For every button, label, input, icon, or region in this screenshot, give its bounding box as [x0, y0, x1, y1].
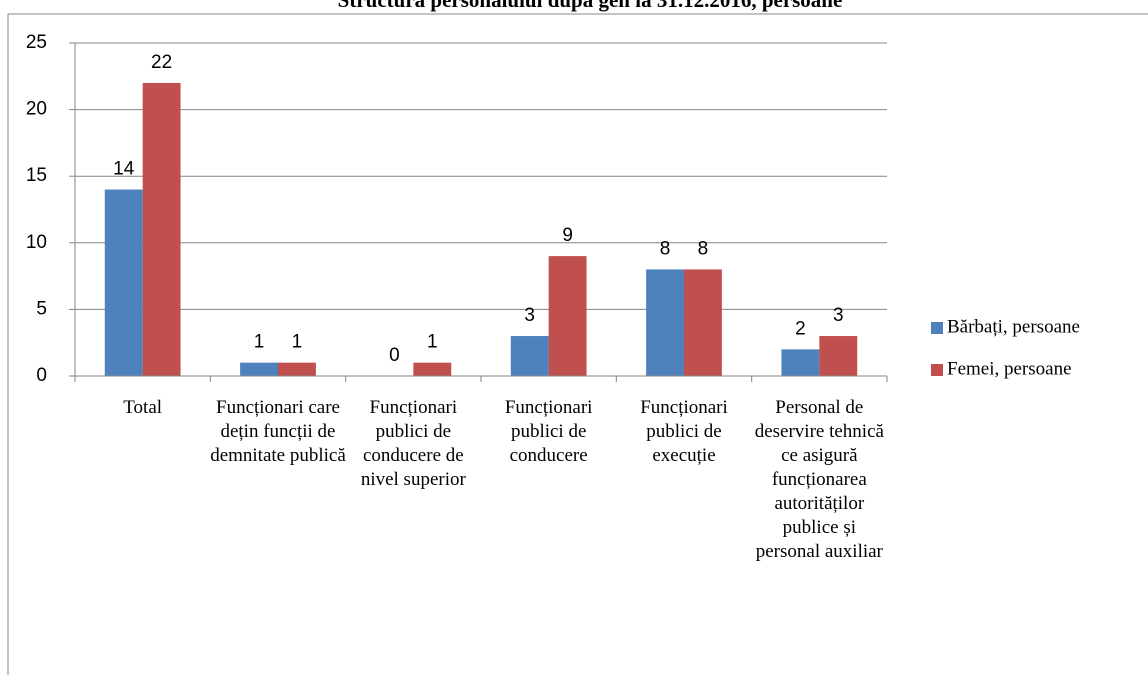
y-tick-label: 15	[26, 165, 47, 186]
x-tick-label: Funcționari care dețin funcții de demnit…	[210, 397, 346, 466]
bar	[240, 362, 278, 376]
bar	[104, 189, 143, 376]
x-tick-label: Funcționari publici de conducere	[504, 397, 593, 466]
bar	[413, 362, 452, 376]
bar	[819, 336, 858, 376]
legend-swatch	[931, 364, 943, 376]
data-label: 3	[833, 305, 844, 326]
bar	[646, 269, 684, 376]
data-label: 2	[795, 318, 806, 339]
y-tick-label: 0	[36, 365, 47, 386]
data-label: 8	[660, 238, 671, 259]
x-tick-label: Funcționari publici de execuție	[640, 397, 728, 466]
legend-label: Bărbați, persoane	[947, 316, 1080, 337]
bar	[684, 269, 722, 376]
bar	[548, 256, 587, 376]
y-tick-label: 10	[26, 232, 47, 253]
x-tick-label: Personal de deservire tehnică ce asigură…	[754, 397, 884, 562]
bar	[142, 82, 181, 377]
y-tick-label: 20	[26, 99, 47, 120]
bar	[510, 336, 549, 376]
data-label: 1	[292, 332, 303, 353]
data-label: 0	[389, 345, 400, 366]
chart-title: Structura personalului după gen la 31.12…	[338, 0, 843, 12]
data-label: 1	[427, 332, 438, 353]
legend-label: Femei, persoane	[947, 358, 1072, 379]
data-label: 22	[151, 52, 172, 73]
bar	[781, 349, 820, 376]
data-label: 14	[113, 159, 135, 180]
bar	[278, 362, 316, 376]
x-tick-label: Funcționari publici de conducere de nive…	[360, 397, 466, 490]
data-label: 8	[698, 238, 709, 259]
legend-swatch	[931, 322, 943, 334]
y-tick-label: 5	[36, 298, 47, 319]
y-tick-label: 25	[26, 32, 47, 53]
data-label: 1	[254, 332, 265, 353]
data-label: 3	[524, 305, 535, 326]
data-label: 9	[562, 225, 573, 246]
x-tick-label: Total	[123, 397, 163, 418]
